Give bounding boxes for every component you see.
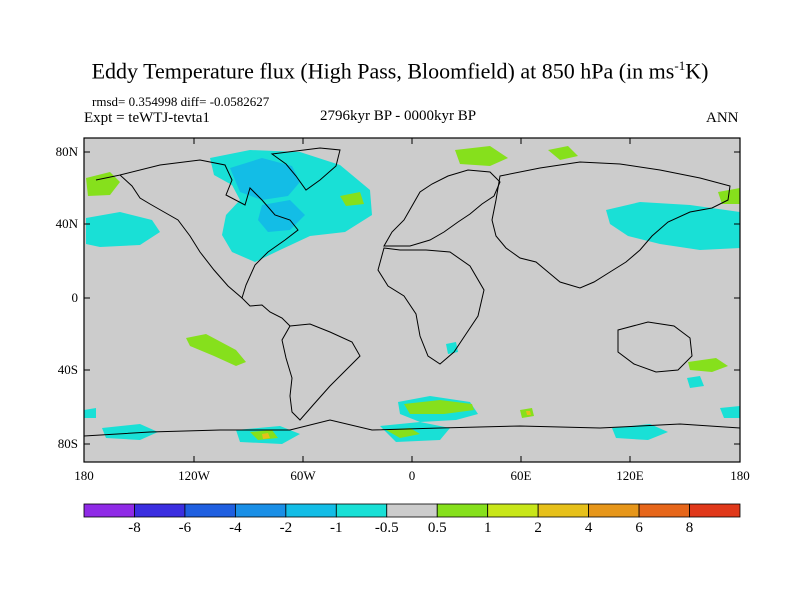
map-title: Eddy Temperature flux (High Pass, Bloomf… bbox=[91, 58, 709, 84]
lat-label-40n: 40N bbox=[55, 216, 78, 231]
shade-hudson-neg bbox=[230, 158, 300, 200]
colorbar-swatch bbox=[184, 503, 236, 518]
coastlines bbox=[83, 147, 741, 437]
shade-arctic-pos-2 bbox=[455, 146, 508, 166]
lon-label-60w: 60W bbox=[290, 468, 316, 483]
colorbar-swatch bbox=[234, 503, 287, 518]
lon-label-180w: 180 bbox=[74, 468, 94, 483]
colorbar-label: -4 bbox=[229, 520, 242, 536]
colorbar-label: 8 bbox=[685, 520, 694, 536]
lon-label-120w: 120W bbox=[178, 468, 210, 483]
colorbar-swatch bbox=[689, 503, 741, 518]
shade-south-indian-pos bbox=[688, 358, 728, 372]
shade-arctic-pos-3 bbox=[548, 146, 578, 160]
anomaly-shading bbox=[84, 146, 740, 444]
lon-label-180e: 180 bbox=[730, 468, 750, 483]
colorbar-label: 0.5 bbox=[427, 520, 447, 536]
lat-label-40s: 40S bbox=[57, 362, 78, 377]
shade-antarctic-neg-1 bbox=[102, 424, 158, 440]
shade-antarctic-neg-5 bbox=[720, 406, 740, 418]
shade-arctic-pos-1 bbox=[86, 172, 120, 196]
colorbar-label: -1 bbox=[330, 520, 343, 536]
colorbar-label: 4 bbox=[584, 520, 593, 536]
shade-kuroshio-neg bbox=[606, 202, 740, 250]
shade-s-atl-neg-2 bbox=[687, 376, 704, 388]
colorbar-label: -0.5 bbox=[374, 520, 399, 536]
lat-label-0: 0 bbox=[71, 290, 79, 305]
coast-south-america bbox=[281, 323, 361, 421]
coast-greenland bbox=[270, 147, 341, 191]
colorbar-swatch bbox=[285, 503, 337, 518]
colorbar-label: -6 bbox=[178, 520, 192, 536]
shade-antarctic-neg-4 bbox=[612, 424, 668, 440]
shade-southern-ocean-pos bbox=[404, 400, 474, 414]
colorbar-label: 6 bbox=[635, 520, 643, 536]
period-label: 2796kyr BP - 0000kyr BP bbox=[320, 108, 477, 124]
lat-label-80n: 80N bbox=[55, 144, 78, 159]
lon-label-120e: 120E bbox=[616, 468, 644, 483]
colorbar-swatch bbox=[537, 503, 590, 518]
colorbar bbox=[83, 503, 741, 518]
colorbar-swatch bbox=[638, 503, 690, 518]
colorbar-swatch bbox=[83, 503, 135, 518]
colorbar-swatch bbox=[588, 503, 640, 518]
coast-asia bbox=[491, 161, 731, 289]
shade-south-pacific-pos bbox=[186, 334, 246, 366]
rmsd-text: rmsd= 0.354998 diff= -0.0582627 bbox=[92, 94, 270, 109]
shade-north-pacific-west-neg bbox=[86, 212, 160, 247]
season-label: ANN bbox=[706, 110, 739, 126]
lat-ticks bbox=[84, 151, 740, 445]
colorbar-label: -8 bbox=[128, 520, 141, 536]
lon-label-60e: 60E bbox=[510, 468, 532, 483]
shade-antarctic-warm bbox=[262, 433, 270, 439]
shade-atlantic-pos bbox=[340, 192, 364, 206]
coast-africa bbox=[377, 247, 485, 365]
coast-alaska bbox=[95, 174, 243, 299]
coast-north-america bbox=[119, 159, 299, 327]
coast-antarctica bbox=[83, 419, 741, 437]
coast-australia bbox=[617, 321, 693, 373]
colorbar-label: -2 bbox=[279, 520, 293, 536]
lon-label-0: 0 bbox=[408, 468, 416, 483]
colorbar-swatch bbox=[436, 503, 489, 518]
coast-europe bbox=[383, 169, 501, 247]
colorbar-swatch bbox=[386, 503, 438, 518]
experiment-label: Expt = teWTJ-tevta1 bbox=[84, 110, 210, 126]
lon-ticks bbox=[193, 138, 631, 462]
shade-antarctic-neg-6 bbox=[84, 408, 96, 418]
colorbar-label: 2 bbox=[534, 520, 542, 536]
colorbar-swatch bbox=[487, 503, 539, 518]
colorbar-swatch bbox=[335, 503, 388, 518]
lat-label-80s: 80S bbox=[57, 436, 78, 451]
shade-antarctic-pos-2 bbox=[386, 428, 420, 438]
shade-antarctic-warm-2 bbox=[526, 411, 531, 415]
colorbar-swatch bbox=[134, 503, 186, 518]
colorbar-label: 1 bbox=[483, 520, 492, 536]
